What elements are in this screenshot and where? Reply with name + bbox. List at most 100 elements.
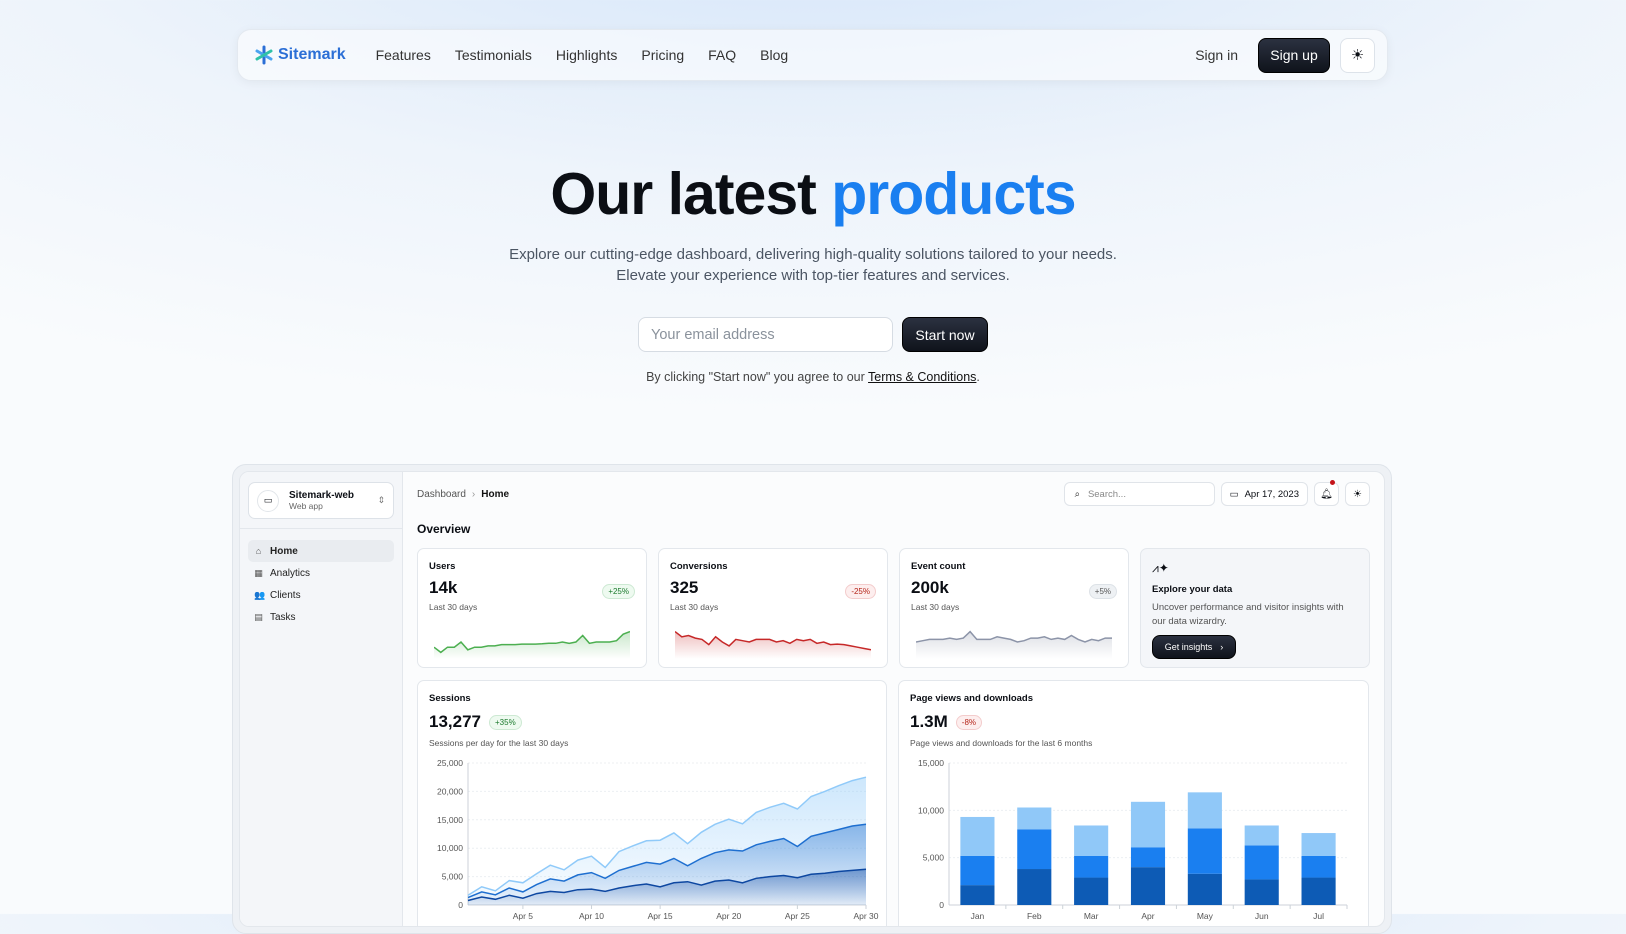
series-area xyxy=(468,869,866,905)
workspace-selector[interactable]: ▭ Sitemark-web Web app ⇕ xyxy=(248,482,394,519)
y-tick-label: 20,000 xyxy=(437,786,463,796)
bar-segment xyxy=(1074,825,1109,856)
bar-segment xyxy=(1187,873,1222,905)
get-insights-button[interactable]: Get insights › xyxy=(1152,635,1236,659)
email-input[interactable] xyxy=(638,317,893,352)
bar-segment xyxy=(1301,855,1336,878)
bar-segment xyxy=(1017,807,1052,830)
chevron-right-icon: › xyxy=(471,488,476,500)
conversions-sparkline xyxy=(675,631,871,659)
get-insights-label: Get insights xyxy=(1164,642,1213,652)
y-tick-label: 25,000 xyxy=(437,758,463,768)
x-tick-label: Apr 30 xyxy=(853,911,878,921)
trend-badge: -8% xyxy=(955,714,983,730)
hero-title-plain: Our latest xyxy=(550,161,816,227)
dashboard-main: Dashboard › Home ⌕ Search... ▭ Apr 17, 2023 … xyxy=(403,472,1384,926)
page-views-description: Page views and downloads for the last 6 … xyxy=(910,738,1093,748)
start-now-button[interactable]: Start now xyxy=(902,317,988,352)
explore-card: ⩘✦ Explore your data Uncover performance… xyxy=(1140,548,1370,668)
sidebar-item-home[interactable]: ⌂ Home xyxy=(248,540,394,562)
workspace-type: Web app xyxy=(289,501,323,511)
sun-icon: ☀ xyxy=(1350,47,1365,64)
sidebar-item-label: Analytics xyxy=(270,567,311,579)
stat-period: Last 30 days xyxy=(670,602,719,612)
series-line xyxy=(467,776,867,896)
sign-in-button[interactable]: Sign in xyxy=(1195,47,1238,63)
sitemark-logo-icon xyxy=(255,45,273,65)
stat-value: 200k xyxy=(911,578,949,597)
y-tick-label: 0 xyxy=(458,900,463,910)
x-tick-label: Apr 25 xyxy=(785,911,810,921)
explore-description: Uncover performance and visitor insights… xyxy=(1152,602,1344,627)
stat-label: Conversions xyxy=(670,561,728,572)
nav-link-testimonials[interactable]: Testimonials xyxy=(454,47,532,63)
chevron-updown-icon: ⇕ xyxy=(377,495,385,505)
theme-toggle-button[interactable]: ☀ xyxy=(1340,37,1375,73)
search-input[interactable]: ⌕ Search... xyxy=(1063,482,1215,506)
y-tick-label: 5,000 xyxy=(442,872,464,882)
sidebar-item-label: Clients xyxy=(270,589,301,601)
sessions-area-chart: 0 5,000 10,000 15,000 20,000 25,000 Apr 5 Apr 1… xyxy=(437,758,879,921)
brand-name: Sitemark xyxy=(278,46,346,63)
notifications-button[interactable]: 🔔︎ xyxy=(1314,480,1339,506)
dashboard-preview: ▭ Sitemark-web Web app ⇕ ⌂ Home ▦ Analytics… xyxy=(232,464,1392,934)
nav-link-blog[interactable]: Blog xyxy=(760,47,789,63)
date-picker[interactable]: ▭ Apr 17, 2023 xyxy=(1220,482,1308,506)
breadcrumb-dashboard[interactable]: Dashboard xyxy=(417,488,466,500)
x-tick-label: Apr xyxy=(1141,911,1154,921)
bar-segment xyxy=(1187,828,1222,874)
explore-title: Explore your data xyxy=(1152,584,1233,595)
nav-link-features[interactable]: Features xyxy=(375,47,431,63)
bar-segment xyxy=(1074,855,1109,878)
sidebar-item-clients[interactable]: 👥 Clients xyxy=(248,584,394,606)
nav-link-highlights[interactable]: Highlights xyxy=(555,47,618,63)
bell-icon: 🔔︎ xyxy=(1320,488,1333,500)
x-tick-label: May xyxy=(1197,911,1214,921)
series-line xyxy=(467,823,867,899)
terms-suffix: . xyxy=(976,370,980,384)
hero-title: Our latest products xyxy=(0,160,1626,228)
stat-card-event-count: Event count 200k +5% Last 30 days xyxy=(899,548,1129,668)
top-nav: Sitemark Features Testimonials Highlight… xyxy=(237,29,1388,81)
sparkline-line xyxy=(675,631,871,651)
series-line xyxy=(467,868,867,902)
clipboard-icon: ▤ xyxy=(254,611,263,622)
terms-link[interactable]: Terms & Conditions xyxy=(868,370,977,384)
trend-badge: +5% xyxy=(1088,584,1117,599)
x-tick-label: Apr 15 xyxy=(648,911,673,921)
stat-label: Users xyxy=(429,561,456,572)
sessions-value: 13,277 xyxy=(429,712,481,731)
y-tick-label: 5,000 xyxy=(923,853,945,863)
search-icon: ⌕ xyxy=(1074,488,1080,500)
chevron-right-icon: › xyxy=(1220,642,1224,652)
sun-icon: ☀ xyxy=(1353,488,1362,500)
sparkline-area xyxy=(434,631,630,659)
calendar-icon: ▭ xyxy=(1229,488,1239,500)
sign-up-button[interactable]: Sign up xyxy=(1258,37,1330,73)
bar-segment xyxy=(1244,845,1279,880)
bar-segment xyxy=(1301,833,1336,856)
breadcrumb-home: Home xyxy=(481,488,510,500)
x-tick-label: Feb xyxy=(1027,911,1042,921)
nav-link-pricing[interactable]: Pricing xyxy=(641,47,685,63)
x-tick-label: Apr 5 xyxy=(513,911,534,921)
date-value: Apr 17, 2023 xyxy=(1244,488,1299,500)
breadcrumb: Dashboard › Home xyxy=(417,489,509,500)
dashboard-theme-toggle[interactable]: ☀ xyxy=(1345,482,1370,506)
sidebar-item-tasks[interactable]: ▤ Tasks xyxy=(248,606,394,628)
trend-badge: +35% xyxy=(489,714,522,730)
bar-segment xyxy=(1187,792,1222,829)
sidebar-item-analytics[interactable]: ▦ Analytics xyxy=(248,562,394,584)
nav-link-faq[interactable]: FAQ xyxy=(708,47,737,63)
notification-dot xyxy=(1330,480,1335,485)
hero-subtitle-line2: Elevate your experience with top-tier fe… xyxy=(616,267,1010,284)
brand-logo[interactable]: Sitemark xyxy=(254,45,346,65)
stat-period: Last 30 days xyxy=(911,602,960,612)
bar-segment xyxy=(1301,877,1336,905)
analytics-icon: ▦ xyxy=(254,567,263,578)
users-sparkline xyxy=(434,630,630,659)
home-icon: ⌂ xyxy=(255,546,262,556)
hero-subtitle: Explore our cutting-edge dashboard, deli… xyxy=(0,244,1626,286)
event-count-sparkline xyxy=(916,630,1112,659)
trend-badge: -25% xyxy=(845,584,876,599)
